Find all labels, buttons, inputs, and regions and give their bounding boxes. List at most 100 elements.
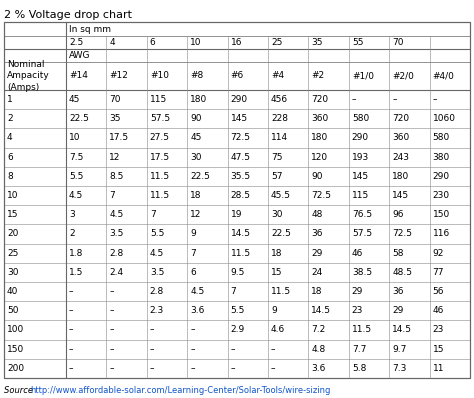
Text: 380: 380: [433, 153, 450, 162]
Text: 29: 29: [311, 249, 323, 258]
Text: 2 % Voltage drop chart: 2 % Voltage drop chart: [4, 10, 132, 20]
Text: 2.4: 2.4: [109, 268, 124, 277]
Text: 114: 114: [271, 133, 288, 142]
Text: 1.8: 1.8: [69, 249, 83, 258]
Text: 11.5: 11.5: [230, 249, 251, 258]
Text: 72.5: 72.5: [230, 133, 251, 142]
Text: 56: 56: [433, 287, 444, 296]
Text: #4/0: #4/0: [433, 72, 455, 80]
Text: 290: 290: [230, 95, 248, 104]
Text: 29: 29: [352, 287, 363, 296]
Text: –: –: [109, 306, 114, 315]
Text: 72.5: 72.5: [392, 230, 412, 238]
Text: 180: 180: [311, 133, 328, 142]
Text: 120: 120: [311, 153, 328, 162]
Text: 360: 360: [392, 133, 410, 142]
Text: 145: 145: [230, 114, 248, 123]
Text: –: –: [271, 345, 275, 354]
Text: 3.6: 3.6: [190, 306, 205, 315]
Text: 22.5: 22.5: [271, 230, 291, 238]
Text: 10: 10: [190, 38, 202, 47]
Text: 24: 24: [311, 268, 323, 277]
Text: 11: 11: [433, 364, 444, 373]
Text: 22.5: 22.5: [69, 114, 89, 123]
Text: 45: 45: [69, 95, 81, 104]
Text: 48.5: 48.5: [392, 268, 412, 277]
Text: 4.5: 4.5: [109, 210, 124, 219]
Text: 30: 30: [190, 153, 202, 162]
Text: 35: 35: [109, 114, 121, 123]
Text: 3.5: 3.5: [150, 268, 164, 277]
Text: 290: 290: [433, 172, 450, 181]
Text: 92: 92: [433, 249, 444, 258]
Text: 20: 20: [7, 230, 18, 238]
Text: 4.5: 4.5: [190, 287, 204, 296]
Text: –: –: [230, 345, 235, 354]
Text: 57.5: 57.5: [352, 230, 372, 238]
Text: 150: 150: [433, 210, 450, 219]
Text: –: –: [190, 345, 195, 354]
Text: 12: 12: [109, 153, 121, 162]
Text: –: –: [109, 364, 114, 373]
Text: 193: 193: [352, 153, 369, 162]
Text: 36: 36: [311, 230, 323, 238]
Text: 5.5: 5.5: [150, 230, 164, 238]
Text: 2.9: 2.9: [230, 326, 245, 334]
Text: 2.8: 2.8: [150, 287, 164, 296]
Text: 35: 35: [311, 38, 323, 47]
Text: 580: 580: [352, 114, 369, 123]
Text: 10: 10: [69, 133, 81, 142]
Text: 7.3: 7.3: [392, 364, 407, 373]
Text: –: –: [433, 95, 437, 104]
Text: 47.5: 47.5: [230, 153, 251, 162]
Text: –: –: [150, 326, 155, 334]
Text: –: –: [230, 364, 235, 373]
Text: 228: 228: [271, 114, 288, 123]
Text: 38.5: 38.5: [352, 268, 372, 277]
Text: #1/0: #1/0: [352, 72, 374, 80]
Text: 456: 456: [271, 95, 288, 104]
Text: 75: 75: [271, 153, 283, 162]
Text: #2/0: #2/0: [392, 72, 414, 80]
Text: –: –: [109, 345, 114, 354]
Text: 16: 16: [230, 38, 242, 47]
Text: 100: 100: [7, 326, 24, 334]
Text: 3.6: 3.6: [311, 364, 326, 373]
Text: –: –: [190, 326, 195, 334]
Text: 14.5: 14.5: [230, 230, 251, 238]
Text: 3: 3: [69, 210, 75, 219]
Text: 58: 58: [392, 249, 404, 258]
Text: 8.5: 8.5: [109, 172, 124, 181]
Text: 18: 18: [190, 191, 202, 200]
Text: 76.5: 76.5: [352, 210, 372, 219]
Text: 23: 23: [352, 306, 363, 315]
Text: 7: 7: [190, 249, 196, 258]
Text: In sq mm: In sq mm: [69, 25, 111, 33]
Text: –: –: [69, 306, 73, 315]
Text: 40: 40: [7, 287, 18, 296]
Text: 11.5: 11.5: [352, 326, 372, 334]
Text: 18: 18: [271, 249, 283, 258]
Text: #12: #12: [109, 72, 128, 80]
Text: 55: 55: [352, 38, 363, 47]
Text: 46: 46: [352, 249, 363, 258]
Text: 360: 360: [311, 114, 328, 123]
Text: 290: 290: [352, 133, 369, 142]
Text: 50: 50: [7, 306, 18, 315]
Text: 1: 1: [7, 95, 13, 104]
Text: 11.5: 11.5: [150, 191, 170, 200]
Text: 1060: 1060: [433, 114, 456, 123]
Text: 12: 12: [190, 210, 201, 219]
Text: Source: Source: [4, 386, 36, 395]
Text: –: –: [69, 326, 73, 334]
Text: 11.5: 11.5: [271, 287, 291, 296]
Text: AWG: AWG: [69, 51, 91, 60]
Text: 30: 30: [271, 210, 283, 219]
Text: 7: 7: [230, 287, 237, 296]
Text: 25: 25: [7, 249, 18, 258]
Text: 46: 46: [433, 306, 444, 315]
Text: 22.5: 22.5: [190, 172, 210, 181]
Text: 17.5: 17.5: [109, 133, 129, 142]
Text: 230: 230: [433, 191, 450, 200]
Text: 90: 90: [190, 114, 202, 123]
